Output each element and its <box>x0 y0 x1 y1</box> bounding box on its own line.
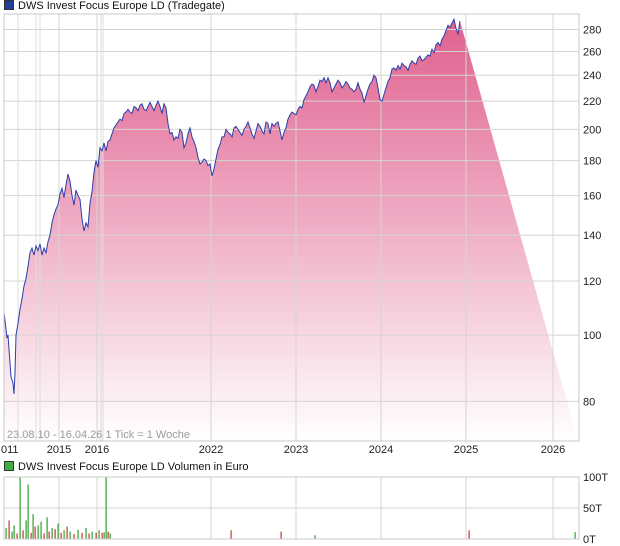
price-legend-swatch <box>4 0 14 10</box>
volume-bar-22 <box>66 526 68 539</box>
volume-bar-13 <box>40 521 42 539</box>
volume-bar-21 <box>63 530 65 539</box>
volume-legend-swatch <box>4 461 14 471</box>
volume-plot-frame <box>3 476 580 540</box>
volume-bar-19 <box>57 523 59 539</box>
volume-bar-7 <box>25 520 27 539</box>
volume-bar-17 <box>51 527 53 539</box>
volume-bar-10 <box>32 514 34 539</box>
price-ytick-label-140: 140 <box>583 230 601 242</box>
volume-bar-27 <box>85 527 87 539</box>
volume-chart-title: DWS Invest Focus Europe LD Volumen in Eu… <box>18 461 249 473</box>
volume-bar-3 <box>13 525 15 539</box>
volume-bar-30 <box>95 532 97 539</box>
volume-bar-28 <box>88 533 90 539</box>
volume-bar-12 <box>37 525 39 539</box>
price-xtick-label-2016: 2016 <box>85 444 109 456</box>
price-panel: 80 100 120 140 160 180 200 220 240 260 280 011 2015 2… <box>1 13 601 456</box>
volume-bar-23 <box>69 531 71 539</box>
volume-bar-0 <box>5 527 7 539</box>
price-ytick-label-200: 200 <box>583 124 601 136</box>
volume-bar-9 <box>30 532 32 539</box>
price-xtick-label-2026: 2026 <box>541 444 565 456</box>
volume-ytick-label-100: 100T <box>583 472 608 484</box>
price-ytick-label-120: 120 <box>583 276 601 288</box>
volume-bar-29 <box>91 531 93 539</box>
volume-bar-16 <box>48 531 50 539</box>
volume-bar-20 <box>60 532 62 539</box>
volume-bar-11 <box>34 526 36 539</box>
price-chart-title: DWS Invest Focus Europe LD (Tradegate) <box>18 0 225 12</box>
volume-bar-31 <box>98 530 100 539</box>
volume-bar-6 <box>22 530 24 539</box>
price-ytick-label-100: 100 <box>583 330 601 342</box>
volume-bar-8 <box>27 484 29 539</box>
price-ytick-label-220: 220 <box>583 96 601 108</box>
volume-bar-34 <box>105 477 107 539</box>
volume-bar-38 <box>280 531 282 539</box>
price-xtick-label-2023: 2023 <box>284 444 308 456</box>
price-xtick-label-2015: 2015 <box>47 444 71 456</box>
volume-bar-18 <box>54 529 56 539</box>
volume-ytick-label-0: 0T <box>583 534 596 546</box>
volume-panel: 0T 50T 100T <box>3 472 608 546</box>
volume-bar-37 <box>230 530 232 539</box>
volume-bar-39 <box>314 535 316 539</box>
price-ytick-label-80: 80 <box>583 396 595 408</box>
price-ytick-label-260: 260 <box>583 46 601 58</box>
volume-bar-26 <box>81 532 83 539</box>
volume-ytick-label-50: 50T <box>583 503 602 515</box>
volume-bar-15 <box>46 517 48 539</box>
volume-bar-35 <box>107 531 109 539</box>
volume-bar-36 <box>109 533 111 539</box>
price-xtick-label-2025: 2025 <box>454 444 478 456</box>
volume-bar-41 <box>574 532 576 539</box>
price-xtick-label-2024: 2024 <box>369 444 393 456</box>
price-xtick-label-2022: 2022 <box>199 444 223 456</box>
volume-bar-33 <box>103 532 105 539</box>
volume-bar-40 <box>468 530 470 539</box>
volume-bar-24 <box>73 534 75 539</box>
volume-bar-32 <box>101 532 103 539</box>
volume-bar-5 <box>19 477 21 539</box>
volume-bar-4 <box>16 533 18 539</box>
price-chart-legend: DWS Invest Focus Europe LD (Tradegate) <box>4 0 225 12</box>
volume-chart-legend: DWS Invest Focus Europe LD Volumen in Eu… <box>4 461 249 473</box>
volume-bar-25 <box>77 529 79 539</box>
price-ytick-label-160: 160 <box>583 191 601 203</box>
price-ytick-label-240: 240 <box>583 70 601 82</box>
price-ytick-label-280: 280 <box>583 24 601 36</box>
price-plot-frame <box>3 13 580 442</box>
price-series-line <box>3 17 461 395</box>
volume-bar-2 <box>11 531 13 539</box>
price-footnote: 23.08.10 - 16.04.26 1 Tick = 1 Woche <box>7 429 190 441</box>
volume-bar-1 <box>8 520 10 539</box>
price-ytick-label-180: 180 <box>583 156 601 168</box>
price-xtick-label-011: 011 <box>1 444 19 456</box>
volume-bar-14 <box>43 533 45 539</box>
